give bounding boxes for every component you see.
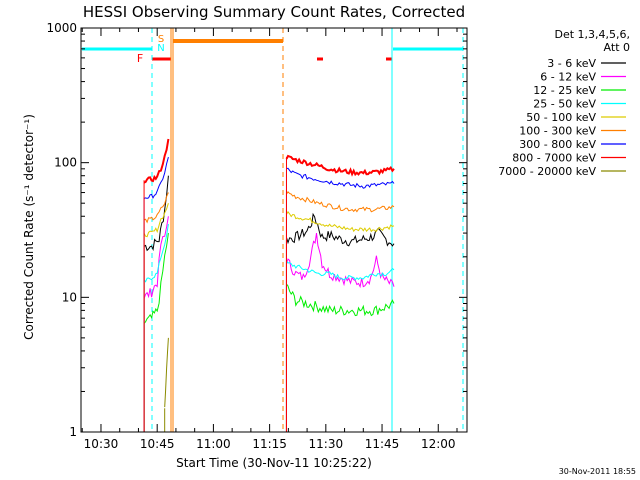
series-line xyxy=(143,192,169,224)
x-tick-label: 11:15 xyxy=(252,437,287,451)
flag-n-label: N xyxy=(157,43,164,54)
series-line xyxy=(286,212,395,247)
legend-label: 50 - 100 keV xyxy=(526,111,596,124)
legend-label: 25 - 50 keV xyxy=(533,98,596,111)
y-axis-label: Corrected Count Rate (s⁻¹ detector⁻¹) xyxy=(22,114,36,340)
series-line xyxy=(143,156,169,200)
x-tick-label: 10:30 xyxy=(84,437,119,451)
legend-label: 3 - 6 keV xyxy=(547,57,596,70)
x-tick-label: 11:45 xyxy=(365,437,400,451)
flag-f-label: F xyxy=(137,52,143,65)
plot-frame xyxy=(80,27,468,433)
series-line xyxy=(286,283,395,317)
series-line xyxy=(143,175,169,252)
x-tick-label: 10:45 xyxy=(140,437,175,451)
y-tick-label: 1 xyxy=(69,425,77,439)
series-line xyxy=(286,233,395,289)
legend-label: 300 - 800 keV xyxy=(519,138,596,151)
chart-title: HESSI Observing Summary Count Rates, Cor… xyxy=(83,3,465,21)
x-tick-label: 11:00 xyxy=(196,437,231,451)
series-line xyxy=(143,224,169,283)
series-line xyxy=(143,216,169,299)
legend-header-1: Det 1,3,4,5,6, xyxy=(554,28,630,41)
series-lines xyxy=(143,138,395,432)
series-line xyxy=(285,154,395,177)
flag-s-label: S xyxy=(158,34,164,45)
x-tick-label: 11:30 xyxy=(309,437,344,451)
orbit-markers xyxy=(151,28,464,432)
legend-label: 100 - 300 keV xyxy=(519,125,596,138)
axis-ticks xyxy=(81,27,467,433)
y-tick-label: 10 xyxy=(62,290,77,304)
x-tick-label: 12:00 xyxy=(421,437,456,451)
series-line xyxy=(143,138,170,184)
legend-label: 7000 - 20000 keV xyxy=(498,165,596,178)
x-axis-label: Start Time (30-Nov-11 10:25:22) xyxy=(176,456,372,470)
series-line xyxy=(286,167,395,189)
y-tick-labels: 1 10 100 1000 xyxy=(46,21,77,439)
x-tick-labels: 10:30 10:45 11:00 11:15 11:30 11:45 12:00 xyxy=(84,437,456,451)
legend-label: 6 - 12 keV xyxy=(540,71,596,84)
timestamp: 30-Nov-2011 18:55 xyxy=(559,467,636,476)
series-line xyxy=(143,233,169,324)
legend-label: 12 - 25 keV xyxy=(533,84,596,97)
legend-label: 800 - 7000 keV xyxy=(512,152,596,165)
series-line xyxy=(143,203,169,238)
y-tick-label: 1000 xyxy=(46,21,77,35)
series-line xyxy=(286,210,395,233)
legend-header-2: Att 0 xyxy=(604,41,630,54)
y-tick-label: 100 xyxy=(54,156,77,170)
series-line xyxy=(286,260,395,281)
series-line xyxy=(164,337,169,408)
status-bars xyxy=(82,39,463,61)
series-line xyxy=(286,190,395,213)
